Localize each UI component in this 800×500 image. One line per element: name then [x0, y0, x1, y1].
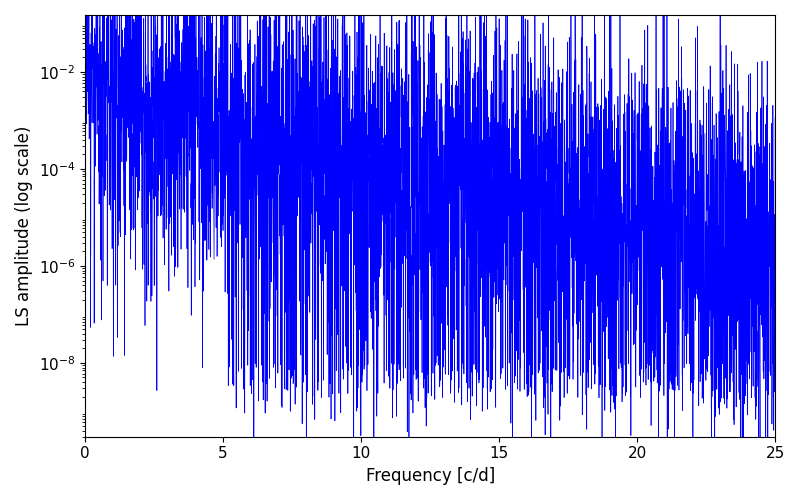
Y-axis label: LS amplitude (log scale): LS amplitude (log scale) [15, 126, 33, 326]
X-axis label: Frequency [c/d]: Frequency [c/d] [366, 467, 494, 485]
